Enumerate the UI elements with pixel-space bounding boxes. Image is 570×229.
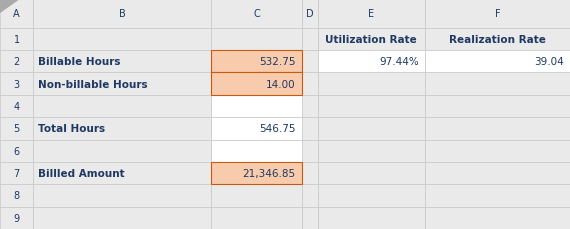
Bar <box>211 73 302 95</box>
Polygon shape <box>0 0 20 14</box>
Text: B: B <box>119 9 125 19</box>
Bar <box>33 73 211 95</box>
Bar <box>33 29 211 51</box>
Bar <box>318 118 425 140</box>
Bar <box>33 140 211 162</box>
Bar <box>0 29 33 51</box>
Bar <box>0 73 33 95</box>
Bar <box>211 95 302 118</box>
Bar <box>318 51 425 73</box>
Text: 546.75: 546.75 <box>259 124 295 134</box>
Text: Billled Amount: Billled Amount <box>38 168 124 178</box>
Bar <box>318 140 425 162</box>
Text: 4: 4 <box>14 102 19 112</box>
Bar <box>318 0 425 29</box>
Text: Billable Hours: Billable Hours <box>38 57 120 67</box>
Bar <box>302 95 318 118</box>
Bar <box>425 51 570 73</box>
Text: Realization Rate: Realization Rate <box>449 35 545 45</box>
Bar <box>211 29 302 51</box>
Bar <box>211 95 302 118</box>
Bar <box>425 140 570 162</box>
Bar <box>425 95 570 118</box>
Bar <box>211 73 302 95</box>
Text: 8: 8 <box>14 191 19 201</box>
Bar <box>211 140 302 162</box>
Bar <box>33 51 211 73</box>
Text: Total Hours: Total Hours <box>38 124 105 134</box>
Text: Utilization Rate: Utilization Rate <box>325 35 417 45</box>
Bar <box>425 118 570 140</box>
Bar <box>425 51 570 73</box>
Bar <box>33 0 211 29</box>
Bar <box>211 51 302 73</box>
Bar <box>211 207 302 229</box>
Bar <box>302 118 318 140</box>
Bar <box>318 29 425 51</box>
Text: 9: 9 <box>14 213 19 223</box>
Text: 21,346.85: 21,346.85 <box>242 168 295 178</box>
Bar <box>33 162 211 185</box>
Bar <box>318 207 425 229</box>
Text: 39.04: 39.04 <box>535 57 564 67</box>
Bar <box>211 51 302 73</box>
Bar <box>211 118 302 140</box>
Bar <box>0 162 33 185</box>
Bar <box>0 185 33 207</box>
Bar <box>0 51 33 73</box>
Bar <box>0 140 33 162</box>
Bar <box>211 118 302 140</box>
Bar <box>0 95 33 118</box>
Bar <box>425 73 570 95</box>
Bar <box>425 207 570 229</box>
Bar <box>33 95 211 118</box>
Bar <box>425 0 570 29</box>
Bar <box>0 207 33 229</box>
Bar <box>33 207 211 229</box>
Bar <box>425 29 570 51</box>
Bar <box>302 51 318 73</box>
Bar <box>302 29 318 51</box>
Bar <box>318 73 425 95</box>
Bar <box>302 0 318 29</box>
Text: 7: 7 <box>14 168 19 178</box>
Text: F: F <box>495 9 500 19</box>
Bar <box>302 185 318 207</box>
Bar <box>318 51 425 73</box>
Text: 5: 5 <box>14 124 19 134</box>
Text: 2: 2 <box>14 57 19 67</box>
Bar <box>211 140 302 162</box>
Text: 6: 6 <box>14 146 19 156</box>
Text: E: E <box>368 9 374 19</box>
Text: 532.75: 532.75 <box>259 57 295 67</box>
Text: 97.44%: 97.44% <box>379 57 419 67</box>
Bar <box>302 162 318 185</box>
Text: D: D <box>306 9 314 19</box>
Bar <box>425 162 570 185</box>
Text: A: A <box>13 9 20 19</box>
Bar <box>211 185 302 207</box>
Text: C: C <box>253 9 260 19</box>
Bar <box>0 0 33 29</box>
Bar <box>425 185 570 207</box>
Bar <box>33 185 211 207</box>
Bar <box>318 162 425 185</box>
Bar <box>302 207 318 229</box>
Bar <box>302 73 318 95</box>
Bar <box>318 95 425 118</box>
Bar <box>33 118 211 140</box>
Bar <box>211 0 302 29</box>
Text: 14.00: 14.00 <box>266 79 295 89</box>
Bar <box>302 140 318 162</box>
Text: Non-billable Hours: Non-billable Hours <box>38 79 147 89</box>
Bar <box>318 185 425 207</box>
Text: 1: 1 <box>14 35 19 45</box>
Bar <box>211 162 302 185</box>
Bar <box>0 118 33 140</box>
Bar <box>211 162 302 185</box>
Text: 3: 3 <box>14 79 19 89</box>
